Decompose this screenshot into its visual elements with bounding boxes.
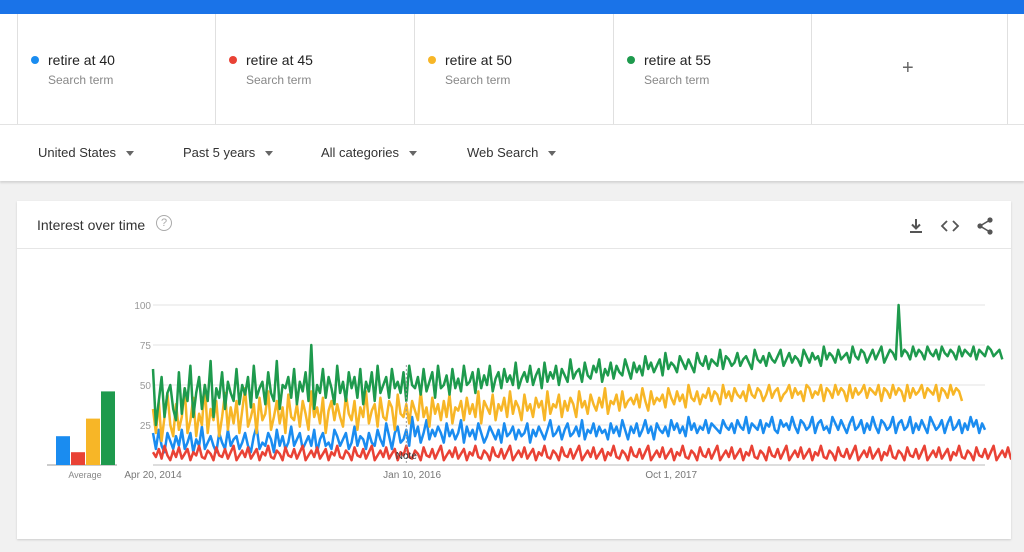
term-card-1[interactable]: retire at 40 Search term	[17, 14, 216, 124]
note-label: Note	[396, 451, 418, 462]
average-bar	[101, 391, 115, 465]
term-type: Search term	[644, 73, 710, 87]
plus-icon: +	[902, 57, 914, 79]
dropdown-arrow-icon	[126, 151, 135, 157]
top-app-bar	[0, 0, 1024, 14]
term-type: Search term	[445, 73, 511, 87]
share-icon[interactable]	[975, 216, 995, 236]
region-value: United States	[38, 145, 117, 160]
series-color-dot-icon	[229, 56, 237, 64]
term-label: retire at 55	[644, 52, 711, 68]
series-color-dot-icon	[428, 56, 436, 64]
x-tick-label: Apr 20, 2014	[124, 470, 182, 481]
average-bar	[71, 452, 85, 465]
add-term-button[interactable]: +	[812, 14, 1008, 124]
series-line-retire-at-45	[151, 444, 1011, 462]
series-line-retire-at-40	[151, 415, 987, 454]
term-type: Search term	[48, 73, 114, 87]
category-dropdown[interactable]: All categories	[321, 145, 418, 160]
series-line-retire-at-55	[151, 303, 1004, 427]
y-tick-label: 50	[140, 381, 152, 392]
term-label: retire at 40	[48, 52, 115, 68]
interest-over-time-card: Interest over time ? 100 75 50 25 Apr 20, 20…	[17, 201, 1011, 539]
time-range-value: Past 5 years	[183, 145, 256, 160]
y-tick-label: 25	[140, 421, 152, 432]
embed-code-icon[interactable]	[940, 216, 960, 236]
series-color-dot-icon	[31, 56, 39, 64]
dropdown-arrow-icon	[409, 151, 418, 157]
term-label: retire at 50	[445, 52, 512, 68]
average-label: Average	[68, 470, 101, 480]
search-type-value: Web Search	[467, 145, 539, 160]
term-card-4[interactable]: retire at 55 Search term	[614, 14, 812, 124]
interest-over-time-chart: 100 75 50 25 Apr 20, 2014 Jan 10, 2016 Oct 1, …	[47, 301, 1011, 481]
x-tick-label: Jan 10, 2016	[383, 470, 441, 481]
time-range-dropdown[interactable]: Past 5 years	[183, 145, 274, 160]
average-bar	[86, 418, 100, 465]
y-tick-label: 75	[140, 341, 152, 352]
term-type: Search term	[246, 73, 312, 87]
card-title: Interest over time	[37, 217, 146, 233]
dropdown-arrow-icon	[548, 151, 557, 157]
term-card-3[interactable]: retire at 50 Search term	[415, 14, 614, 124]
category-value: All categories	[321, 145, 400, 160]
term-card-2[interactable]: retire at 45 Search term	[216, 14, 415, 124]
series-line-retire-at-50	[151, 383, 964, 443]
x-tick-label: Oct 1, 2017	[645, 470, 697, 481]
comparison-terms-bar: retire at 40 Search term retire at 45 Se…	[0, 14, 1024, 124]
filter-bar: United States Past 5 years All categorie…	[0, 124, 1024, 181]
search-type-dropdown[interactable]: Web Search	[467, 145, 557, 160]
average-bar	[56, 436, 70, 465]
dropdown-arrow-icon	[265, 151, 274, 157]
term-label: retire at 45	[246, 52, 313, 68]
download-icon[interactable]	[906, 216, 926, 236]
card-divider	[17, 248, 1011, 249]
region-dropdown[interactable]: United States	[38, 145, 135, 160]
series-color-dot-icon	[627, 56, 635, 64]
y-tick-label: 100	[134, 301, 151, 312]
help-icon[interactable]: ?	[156, 215, 172, 231]
